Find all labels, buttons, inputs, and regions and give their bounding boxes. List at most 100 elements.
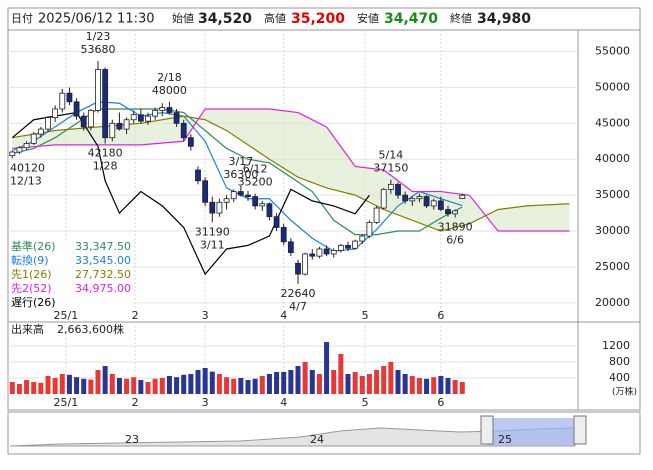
- date-label: 日付: [11, 12, 33, 25]
- volume-bar: [402, 374, 408, 394]
- annotation-date: 6/12: [243, 163, 268, 176]
- legend-name: 先1(26): [11, 268, 52, 281]
- volume-bar: [174, 377, 180, 394]
- cloud: [12, 108, 570, 232]
- candle-body: [173, 112, 180, 124]
- annotation-value: 36300: [223, 168, 258, 181]
- volume-bar: [266, 374, 272, 394]
- navigator-handle[interactable]: [480, 415, 494, 445]
- volume-bar: [338, 354, 344, 394]
- volume-bar: [374, 370, 380, 394]
- indicator-line: [12, 108, 463, 236]
- volume-bar: [309, 370, 315, 394]
- navigator-year: 24: [310, 433, 324, 446]
- open-label: 始値: [172, 11, 194, 25]
- volume-title-bg: [9, 323, 133, 337]
- volume-bar: [216, 374, 222, 394]
- legend-name: 遅行(26): [11, 296, 56, 309]
- volume-bar: [231, 378, 237, 394]
- indicator-line: [12, 101, 463, 252]
- candle-body: [23, 143, 30, 149]
- candle-body: [30, 133, 37, 144]
- navigator-year: 23: [125, 433, 139, 446]
- volume-bar: [188, 374, 194, 394]
- volume-bar: [281, 372, 287, 394]
- volume-bar: [202, 368, 208, 394]
- volume-bar: [81, 378, 87, 394]
- volume-bar: [45, 376, 51, 394]
- volume-bar: [459, 382, 465, 394]
- y-tick-label: 25000: [595, 260, 630, 273]
- volume-bar: [109, 374, 115, 394]
- candle-body: [430, 200, 437, 207]
- x-tick-label: 25/1: [54, 396, 79, 409]
- volume-bar: [245, 380, 251, 394]
- annotation-value: 42180: [88, 147, 123, 160]
- candle-body: [116, 122, 123, 130]
- x-tick-label: 6: [437, 396, 444, 409]
- annotation-value: 53680: [81, 43, 116, 56]
- candle-body: [45, 117, 51, 130]
- candle-body: [159, 107, 166, 111]
- y-tick-label: 50000: [595, 80, 630, 93]
- y-tick-label: 45000: [595, 116, 630, 129]
- annotation-value: 48000: [152, 84, 187, 97]
- legend-name: 先2(52): [11, 282, 52, 295]
- candle-body: [87, 110, 94, 128]
- x-tick-label: 2: [132, 396, 139, 409]
- candle-body: [152, 110, 159, 117]
- candle-body: [123, 119, 130, 130]
- candle-body: [445, 209, 451, 215]
- volume-bar: [209, 371, 215, 394]
- volume-bar: [224, 377, 230, 394]
- open-value: 34,520: [198, 11, 252, 27]
- annotation-value: 31890: [438, 220, 473, 233]
- low-value: 34,470: [384, 11, 438, 27]
- volume-bar: [252, 378, 258, 394]
- annotation-value: 37150: [373, 162, 408, 175]
- volume-bar: [395, 370, 401, 394]
- candle-body: [209, 201, 216, 214]
- low-label: 安値: [357, 11, 379, 25]
- y-tick-label: 30000: [595, 224, 630, 237]
- candle-body: [109, 122, 116, 139]
- volume-bar: [352, 372, 358, 394]
- candle-body: [423, 196, 430, 207]
- annotation-date: 3/11: [200, 238, 225, 251]
- volume-bar: [416, 378, 422, 394]
- volume-bar: [152, 378, 158, 394]
- annotation-value: 40120: [10, 161, 45, 174]
- navigator-selection[interactable]: [487, 418, 575, 446]
- annotation-value: 22640: [281, 287, 316, 300]
- candle-body: [80, 115, 87, 128]
- candle-body: [66, 92, 73, 103]
- candle-body: [409, 198, 416, 202]
- volume-title: 出来高: [11, 322, 44, 336]
- annotation-date: 6/6: [446, 233, 464, 246]
- navigator-handle[interactable]: [573, 415, 587, 445]
- candle-body: [252, 196, 259, 207]
- candle-body: [202, 180, 209, 203]
- navigator[interactable]: 23 24 25: [7, 411, 641, 455]
- candle-body: [352, 240, 359, 249]
- y-tick-label: 400: [609, 371, 630, 384]
- indicator-line: [12, 115, 570, 232]
- datetime: 2025/06/12 11:30: [38, 12, 155, 27]
- volume-bar: [238, 378, 244, 394]
- volume-bar: [359, 376, 365, 394]
- volume-bar: [259, 376, 265, 394]
- candle-body: [130, 114, 137, 121]
- x-tick-label: 4: [280, 396, 287, 409]
- volume-bar: [452, 380, 458, 394]
- volume-bar: [24, 380, 30, 394]
- x-tick-label: 3: [202, 396, 209, 409]
- volume-bar: [52, 378, 58, 394]
- candle-body: [459, 194, 466, 199]
- volume-bar: [438, 376, 444, 394]
- volume-panel: [7, 321, 641, 411]
- volume-bar: [124, 378, 130, 394]
- annotation-date: 1/23: [86, 30, 111, 43]
- volume-bar: [116, 378, 122, 394]
- x-tick-label: 2: [132, 309, 139, 322]
